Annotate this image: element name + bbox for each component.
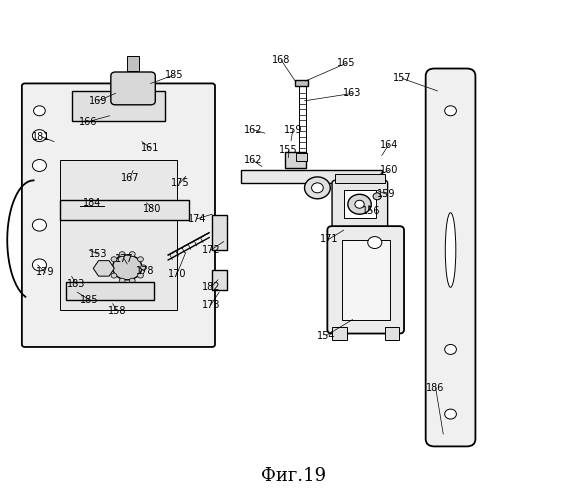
FancyBboxPatch shape bbox=[332, 180, 387, 228]
Text: 169: 169 bbox=[89, 96, 107, 106]
Text: 155: 155 bbox=[279, 144, 298, 154]
Text: 182: 182 bbox=[202, 282, 220, 292]
FancyBboxPatch shape bbox=[328, 226, 404, 334]
FancyBboxPatch shape bbox=[111, 72, 155, 105]
Circle shape bbox=[305, 177, 330, 199]
Text: 173: 173 bbox=[202, 300, 220, 310]
Circle shape bbox=[312, 183, 323, 193]
Text: 156: 156 bbox=[362, 206, 380, 216]
Circle shape bbox=[141, 265, 146, 270]
FancyBboxPatch shape bbox=[426, 68, 476, 446]
Circle shape bbox=[111, 273, 117, 278]
Text: 167: 167 bbox=[121, 173, 139, 183]
Text: 175: 175 bbox=[171, 178, 189, 188]
FancyBboxPatch shape bbox=[22, 84, 215, 347]
Bar bbox=[344, 190, 376, 218]
Bar bbox=[60, 160, 177, 310]
Bar bbox=[342, 240, 390, 320]
Circle shape bbox=[348, 194, 371, 214]
Text: 179: 179 bbox=[36, 268, 55, 278]
Text: 159: 159 bbox=[283, 124, 302, 134]
Circle shape bbox=[34, 106, 45, 116]
Circle shape bbox=[138, 273, 143, 278]
Circle shape bbox=[138, 256, 143, 262]
Text: 160: 160 bbox=[380, 166, 398, 175]
Circle shape bbox=[111, 256, 117, 262]
Text: 172: 172 bbox=[202, 245, 220, 255]
Circle shape bbox=[129, 278, 135, 283]
Bar bbox=[72, 91, 165, 120]
Circle shape bbox=[112, 255, 142, 280]
Bar bbox=[285, 152, 306, 168]
Text: 163: 163 bbox=[343, 88, 362, 99]
Text: 177: 177 bbox=[115, 254, 133, 264]
Text: Фиг.19: Фиг.19 bbox=[262, 467, 326, 485]
Text: 183: 183 bbox=[67, 279, 85, 289]
Text: 185: 185 bbox=[80, 294, 98, 304]
Text: 178: 178 bbox=[135, 266, 154, 276]
Circle shape bbox=[445, 409, 456, 419]
Bar bbox=[66, 282, 153, 300]
Text: 185: 185 bbox=[165, 70, 183, 80]
Circle shape bbox=[32, 160, 46, 172]
Text: 161: 161 bbox=[142, 143, 160, 153]
Bar bbox=[127, 56, 139, 71]
Text: 166: 166 bbox=[79, 116, 97, 126]
Bar bbox=[295, 80, 308, 86]
Text: 162: 162 bbox=[244, 156, 262, 166]
Text: 159: 159 bbox=[377, 190, 396, 200]
Ellipse shape bbox=[445, 212, 456, 288]
Circle shape bbox=[119, 278, 125, 283]
Bar bbox=[332, 327, 347, 340]
Bar bbox=[335, 174, 385, 183]
Circle shape bbox=[373, 193, 381, 200]
Polygon shape bbox=[93, 260, 114, 276]
Text: 181: 181 bbox=[32, 132, 51, 141]
Bar bbox=[212, 215, 227, 250]
Text: 174: 174 bbox=[188, 214, 207, 224]
Text: 186: 186 bbox=[426, 382, 445, 392]
Text: 153: 153 bbox=[89, 249, 107, 259]
Circle shape bbox=[355, 200, 364, 208]
Text: 171: 171 bbox=[320, 234, 338, 244]
Text: 165: 165 bbox=[338, 58, 356, 68]
Bar bbox=[241, 170, 382, 183]
Circle shape bbox=[108, 265, 113, 270]
Text: 164: 164 bbox=[380, 140, 398, 149]
Bar bbox=[60, 200, 189, 220]
Circle shape bbox=[119, 252, 125, 256]
Bar bbox=[296, 152, 307, 162]
Text: 180: 180 bbox=[143, 204, 162, 214]
Text: 170: 170 bbox=[168, 269, 186, 279]
Circle shape bbox=[445, 344, 456, 354]
Circle shape bbox=[368, 236, 382, 248]
Circle shape bbox=[129, 252, 135, 256]
Bar bbox=[385, 327, 399, 340]
Circle shape bbox=[32, 130, 46, 141]
Text: 162: 162 bbox=[244, 124, 262, 134]
Circle shape bbox=[445, 106, 456, 116]
Text: 158: 158 bbox=[108, 306, 126, 316]
Circle shape bbox=[32, 219, 46, 231]
Text: 154: 154 bbox=[317, 330, 335, 340]
Circle shape bbox=[32, 259, 46, 271]
Text: 168: 168 bbox=[272, 55, 290, 65]
Bar bbox=[212, 270, 227, 290]
Text: 184: 184 bbox=[83, 198, 101, 208]
Text: 157: 157 bbox=[393, 74, 412, 84]
